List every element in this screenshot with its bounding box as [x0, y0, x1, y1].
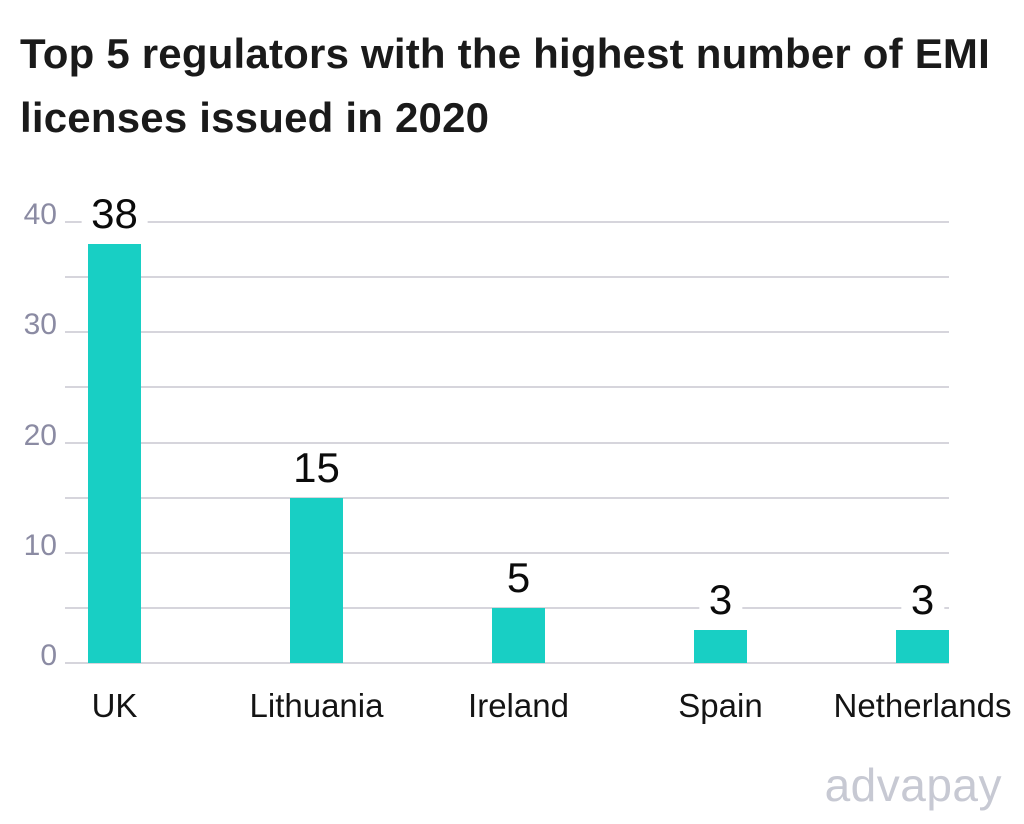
y-axis-tick-30: 30	[23, 308, 57, 342]
chart-title-line-2: licenses issued in 2020	[20, 94, 490, 141]
category-label-uk: UK	[91, 687, 138, 724]
advapay-logo: advapay	[824, 759, 1002, 811]
gridline-25	[65, 386, 949, 389]
y-axis-tick-0: 0	[40, 639, 57, 672]
y-axis-tick-10: 10	[23, 528, 57, 562]
value-label-spain: 3	[698, 577, 743, 622]
bar-lithuania	[290, 497, 343, 663]
bar-netherlands	[896, 629, 949, 663]
category-label-ireland: Ireland	[468, 687, 569, 724]
gridline-20	[65, 441, 949, 444]
category-label-lithuania: Lithuania	[249, 687, 384, 724]
value-label-netherlands: 3	[900, 577, 945, 622]
chart-title-line-1: Top 5 regulators with the highest number…	[20, 30, 990, 77]
gridline-35	[65, 276, 949, 279]
y-axis-tick-40: 40	[23, 198, 57, 231]
value-label-lithuania: 15	[283, 445, 350, 490]
value-label-uk: 38	[81, 192, 148, 237]
gridline-40	[65, 221, 949, 223]
value-label-ireland: 5	[496, 555, 541, 600]
bar-uk	[88, 244, 141, 663]
y-axis-tick-20: 20	[23, 418, 57, 452]
category-label-netherlands: Netherlands	[833, 687, 1012, 724]
gridline-10	[65, 551, 949, 554]
chart-title: Top 5 regulators with the highest number…	[20, 22, 990, 150]
bar-spain	[694, 629, 747, 663]
category-label-spain: Spain	[678, 687, 763, 724]
gridline-30	[65, 331, 949, 334]
gridline-0	[65, 662, 949, 664]
bar-ireland	[492, 607, 545, 663]
gridline-15	[65, 496, 949, 499]
